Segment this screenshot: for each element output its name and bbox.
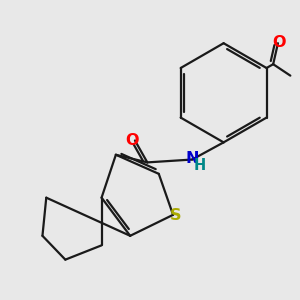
Text: S: S <box>169 208 181 223</box>
Text: H: H <box>193 158 206 172</box>
Text: N: N <box>185 151 199 166</box>
Text: O: O <box>125 133 138 148</box>
Text: O: O <box>272 34 286 50</box>
